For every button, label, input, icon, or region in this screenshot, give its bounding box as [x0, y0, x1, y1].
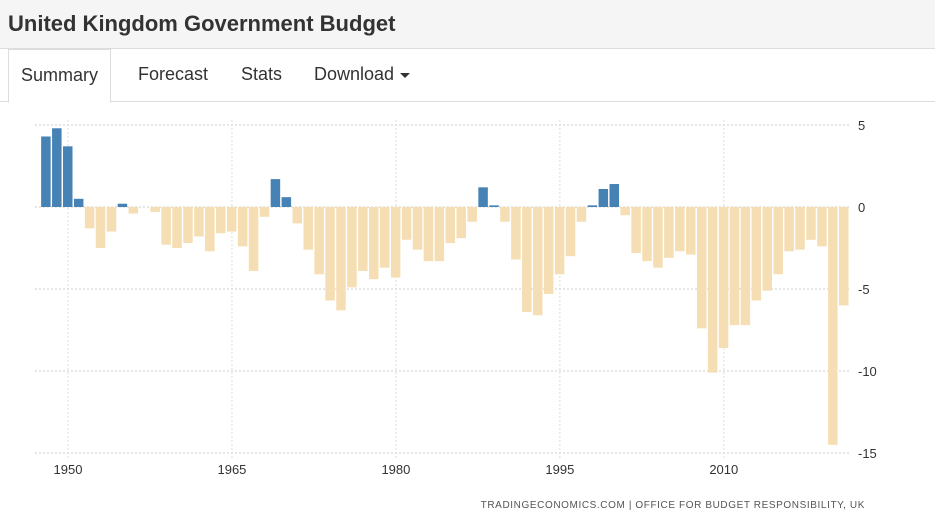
bar-2006: [675, 207, 685, 252]
bar-1990: [500, 207, 510, 222]
bar-2017: [795, 207, 805, 250]
bar-1972: [303, 207, 313, 250]
bar-1969: [270, 179, 281, 207]
bar-2001: [620, 207, 630, 216]
bar-1980: [390, 207, 401, 278]
y-tick-label: -10: [858, 364, 877, 379]
bar-1981: [401, 207, 412, 240]
bar-2009: [707, 207, 718, 373]
bar-1966: [237, 207, 248, 247]
bar-1968: [259, 207, 270, 217]
source-credit: TRADINGECONOMICS.COM | OFFICE FOR BUDGET…: [480, 500, 865, 511]
bar-1973: [314, 207, 324, 275]
bar-1998: [587, 205, 598, 207]
bar-1974: [325, 207, 335, 301]
bar-1964: [216, 207, 226, 234]
tab-forecast[interactable]: Forecast: [138, 64, 209, 84]
bar-2018: [806, 207, 816, 240]
bar-1997: [576, 207, 587, 222]
bar-1975: [336, 207, 346, 311]
bar-1965: [226, 207, 237, 232]
bar-1970: [281, 197, 292, 207]
bar-2011: [729, 207, 740, 326]
bar-1958: [150, 207, 160, 212]
y-tick-label: -15: [858, 446, 877, 461]
page-header: United Kingdom Government Budget: [0, 0, 935, 49]
bar-1977: [358, 207, 368, 271]
tab-download[interactable]: Download: [314, 49, 411, 101]
bar-2007: [686, 207, 696, 255]
x-tick-label: 1980: [381, 462, 410, 477]
bar-1993: [532, 207, 543, 316]
bar-2003: [642, 207, 652, 262]
bar-1979: [379, 207, 390, 268]
bar-1976: [347, 207, 357, 288]
bar-1985: [445, 207, 456, 244]
bar-1992: [522, 207, 532, 312]
bar-1989: [489, 205, 499, 207]
bar-1963: [205, 207, 215, 252]
bar-2015: [773, 207, 783, 275]
x-tick-label: 1995: [545, 462, 574, 477]
bar-2019: [817, 207, 827, 247]
bar-1956: [128, 207, 139, 214]
bar-2005: [664, 207, 674, 258]
bar-1950: [63, 146, 73, 207]
bar-1978: [369, 207, 379, 280]
bar-2008: [696, 207, 707, 329]
bar-2010: [718, 207, 729, 349]
x-tick-label: 2010: [709, 462, 738, 477]
bar-2013: [751, 207, 762, 301]
tab-bar: Summary Forecast Stats Download: [0, 49, 935, 103]
bar-1996: [565, 207, 576, 257]
download-label: Download: [314, 64, 395, 84]
bar-1960: [172, 207, 182, 248]
bar-1954: [106, 207, 117, 232]
bar-1991: [511, 207, 521, 260]
bar-1982: [412, 207, 423, 250]
bar-1948: [41, 136, 51, 207]
page-title: United Kingdom Government Budget: [8, 11, 396, 36]
bar-1952: [84, 207, 95, 229]
bar-1987: [467, 207, 477, 222]
bar-1994: [543, 207, 554, 294]
bar-1999: [598, 188, 609, 207]
bar-1961: [183, 207, 193, 244]
bar-2002: [631, 207, 641, 253]
bar-1983: [423, 207, 434, 262]
bar-1951: [73, 198, 84, 207]
bar-1949: [52, 128, 62, 207]
bar-2021: [839, 207, 849, 306]
bar-1984: [434, 207, 445, 262]
bar-2004: [653, 207, 663, 268]
bar-2016: [784, 207, 794, 252]
bar-2020: [828, 207, 838, 445]
bar-2000: [609, 184, 619, 207]
bar-1988: [478, 187, 488, 207]
x-tick-label: 1965: [217, 462, 246, 477]
bar-1959: [161, 207, 171, 245]
bar-1953: [95, 207, 106, 248]
bar-1962: [194, 207, 204, 237]
bar-1967: [248, 207, 259, 271]
bar-1986: [456, 207, 466, 239]
bar-2012: [740, 207, 751, 326]
caret-down-icon: [400, 72, 411, 78]
tab-summary[interactable]: Summary: [8, 49, 112, 103]
tab-stats[interactable]: Stats: [241, 64, 283, 84]
bar-1971: [292, 207, 303, 224]
x-tick-label: 1950: [54, 462, 83, 477]
y-tick-label: 5: [858, 118, 865, 133]
bar-2014: [762, 207, 773, 291]
y-tick-label: 0: [858, 200, 865, 215]
bar-1995: [554, 207, 565, 275]
bar-1955: [117, 203, 128, 207]
y-tick-label: -5: [858, 282, 870, 297]
